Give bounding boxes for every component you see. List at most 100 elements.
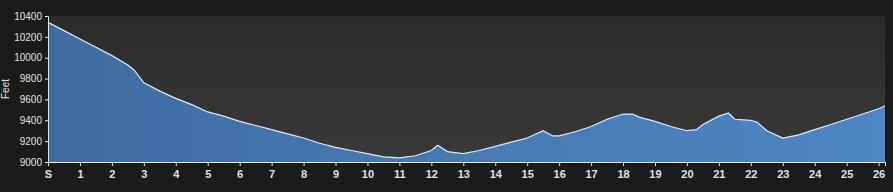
x-tick-label: 14 bbox=[490, 168, 503, 180]
y-axis: 90009200940096009800100001020010400 bbox=[14, 11, 48, 168]
x-tick: 4 bbox=[173, 162, 180, 180]
plot: S123456789101112131415161718192021222324… bbox=[14, 11, 885, 180]
y-tick-mark bbox=[45, 16, 48, 17]
x-tick: 3 bbox=[141, 162, 147, 180]
x-tick-label: 13 bbox=[458, 168, 470, 180]
x-tick-mark bbox=[144, 162, 145, 166]
x-tick: 21 bbox=[713, 162, 725, 180]
plot-background bbox=[48, 16, 885, 162]
x-tick-label: 1 bbox=[77, 168, 83, 180]
x-tick-mark bbox=[879, 162, 880, 166]
y-tick-label: 9600 bbox=[20, 94, 43, 105]
y-tick: 10400 bbox=[14, 11, 48, 22]
x-tick-mark bbox=[687, 162, 688, 166]
x-tick: 8 bbox=[301, 162, 307, 180]
x-tick-label: 20 bbox=[681, 168, 693, 180]
elevation-area bbox=[48, 22, 885, 162]
x-tick-label: 12 bbox=[426, 168, 438, 180]
x-tick-mark bbox=[336, 162, 337, 166]
y-tick-mark bbox=[45, 120, 48, 121]
x-tick-label: 22 bbox=[745, 168, 757, 180]
x-tick-mark bbox=[112, 162, 113, 166]
x-tick-mark bbox=[847, 162, 848, 166]
x-tick-mark bbox=[463, 162, 464, 166]
x-tick: 13 bbox=[458, 162, 470, 180]
x-tick: 25 bbox=[841, 162, 853, 180]
x-tick: 26 bbox=[873, 162, 885, 180]
x-tick-mark bbox=[783, 162, 784, 166]
x-tick-mark bbox=[719, 162, 720, 166]
y-tick: 9000 bbox=[20, 157, 48, 168]
y-tick-mark bbox=[45, 58, 48, 59]
y-tick: 10200 bbox=[14, 32, 48, 43]
y-tick-label: 9200 bbox=[20, 136, 43, 147]
x-tick: 18 bbox=[617, 162, 629, 180]
x-tick: 17 bbox=[585, 162, 597, 180]
x-tick-mark bbox=[208, 162, 209, 166]
y-tick: 9600 bbox=[20, 94, 48, 105]
x-tick-mark bbox=[176, 162, 177, 166]
x-tick: 20 bbox=[681, 162, 693, 180]
x-tick: 19 bbox=[649, 162, 661, 180]
x-axis-line bbox=[49, 163, 886, 167]
x-tick-mark bbox=[495, 162, 496, 166]
x-tick-mark bbox=[272, 162, 273, 166]
x-tick-label: 16 bbox=[554, 168, 566, 180]
chart: S123456789101112131415161718192021222324… bbox=[0, 0, 893, 192]
x-tick-mark bbox=[399, 162, 400, 166]
x-tick: 2 bbox=[109, 162, 115, 180]
x-tick-mark bbox=[623, 162, 624, 166]
x-tick-mark bbox=[751, 162, 752, 166]
x-tick-label: 8 bbox=[301, 168, 307, 180]
x-tick: 9 bbox=[333, 162, 339, 180]
x-tick-label: 25 bbox=[841, 168, 853, 180]
x-tick-label: 19 bbox=[649, 168, 661, 180]
x-tick: 14 bbox=[490, 162, 503, 180]
y-tick-label: 9400 bbox=[20, 115, 43, 126]
x-tick-label: 6 bbox=[237, 168, 243, 180]
x-tick-mark bbox=[431, 162, 432, 166]
x-tick-label: 11 bbox=[394, 168, 406, 180]
x-tick: 23 bbox=[777, 162, 789, 180]
y-axis-title: Feet bbox=[0, 79, 11, 99]
x-tick-label: 23 bbox=[777, 168, 789, 180]
y-tick: 9200 bbox=[20, 136, 48, 147]
y-tick-mark bbox=[45, 99, 48, 100]
y-tick-mark bbox=[45, 162, 48, 163]
y-tick-mark bbox=[45, 79, 48, 80]
x-tick: 16 bbox=[554, 162, 566, 180]
x-tick: 11 bbox=[394, 162, 406, 180]
x-tick-label: 2 bbox=[109, 168, 115, 180]
x-tick: 22 bbox=[745, 162, 757, 180]
x-tick-label: 18 bbox=[617, 168, 629, 180]
x-tick: 1 bbox=[77, 162, 83, 180]
y-tick-label: 10200 bbox=[14, 32, 42, 43]
x-tick: 12 bbox=[426, 162, 438, 180]
x-tick-mark bbox=[559, 162, 560, 166]
x-tick-label: 26 bbox=[873, 168, 885, 180]
y-tick-label: 10000 bbox=[14, 52, 42, 63]
x-tick-label: 5 bbox=[205, 168, 211, 180]
x-tick-mark bbox=[815, 162, 816, 166]
x-tick-label: 4 bbox=[173, 168, 180, 180]
x-tick: 6 bbox=[237, 162, 243, 180]
x-tick-label: 7 bbox=[269, 168, 275, 180]
x-tick: S bbox=[45, 162, 52, 180]
y-tick-label: 9000 bbox=[20, 157, 43, 168]
y-tick-mark bbox=[45, 37, 48, 38]
x-tick-label: 3 bbox=[141, 168, 147, 180]
x-tick-mark bbox=[367, 162, 368, 166]
x-axis: S123456789101112131415161718192021222324… bbox=[45, 162, 886, 180]
x-tick-mark bbox=[527, 162, 528, 166]
x-tick-label: 17 bbox=[585, 168, 597, 180]
y-tick: 10000 bbox=[14, 52, 48, 63]
x-tick: 24 bbox=[809, 162, 822, 180]
y-axis-line bbox=[45, 17, 49, 163]
y-tick-label: 10400 bbox=[14, 11, 42, 22]
x-tick: 5 bbox=[205, 162, 211, 180]
x-tick-label: S bbox=[45, 168, 52, 180]
y-tick-mark bbox=[45, 141, 48, 142]
x-tick-mark bbox=[591, 162, 592, 166]
x-tick-label: 9 bbox=[333, 168, 339, 180]
x-tick: 15 bbox=[522, 162, 534, 180]
